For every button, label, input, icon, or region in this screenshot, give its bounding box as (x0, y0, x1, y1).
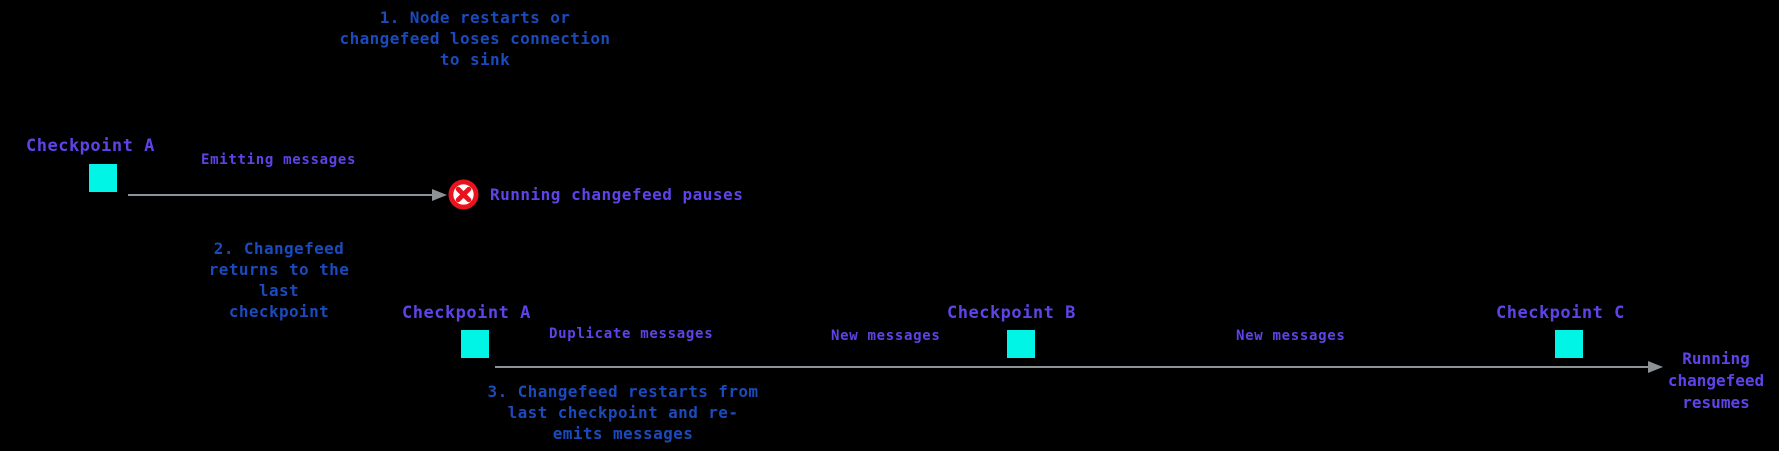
checkpoint-c-label: Checkpoint C (1496, 303, 1625, 323)
annotation-step-1: 1. Node restarts or changefeed loses con… (339, 8, 611, 69)
checkpoint-b-label: Checkpoint B (947, 303, 1076, 323)
checkpoint-c-marker (1555, 330, 1583, 358)
new-messages-label-2: New messages (1236, 328, 1346, 344)
checkpoint-a-marker-1 (89, 164, 117, 192)
timeline-1-arrow-line (128, 194, 433, 196)
timeline-2-arrow-head (1648, 361, 1663, 373)
checkpoint-b-marker (1007, 330, 1035, 358)
timeline-1-arrow-head (432, 189, 447, 201)
running-changefeed-resumes-label: Running changefeed resumes (1667, 349, 1765, 412)
checkpoint-a-label-1: Checkpoint A (26, 136, 155, 156)
running-changefeed-pauses-label: Running changefeed pauses (490, 185, 744, 204)
emitting-messages-label: Emitting messages (201, 152, 357, 168)
timeline-2-arrow-line (495, 366, 1649, 368)
annotation-step-3: 3. Changefeed restarts from last checkpo… (487, 382, 759, 443)
new-messages-label-1: New messages (831, 328, 941, 344)
changefeed-paused-error-icon (448, 179, 479, 210)
checkpoint-a-marker-2 (461, 330, 489, 358)
annotation-step-2: 2. Changefeed returns to the last checkp… (208, 239, 350, 321)
duplicate-messages-label: Duplicate messages (549, 326, 714, 342)
checkpoint-a-label-2: Checkpoint A (402, 303, 531, 323)
